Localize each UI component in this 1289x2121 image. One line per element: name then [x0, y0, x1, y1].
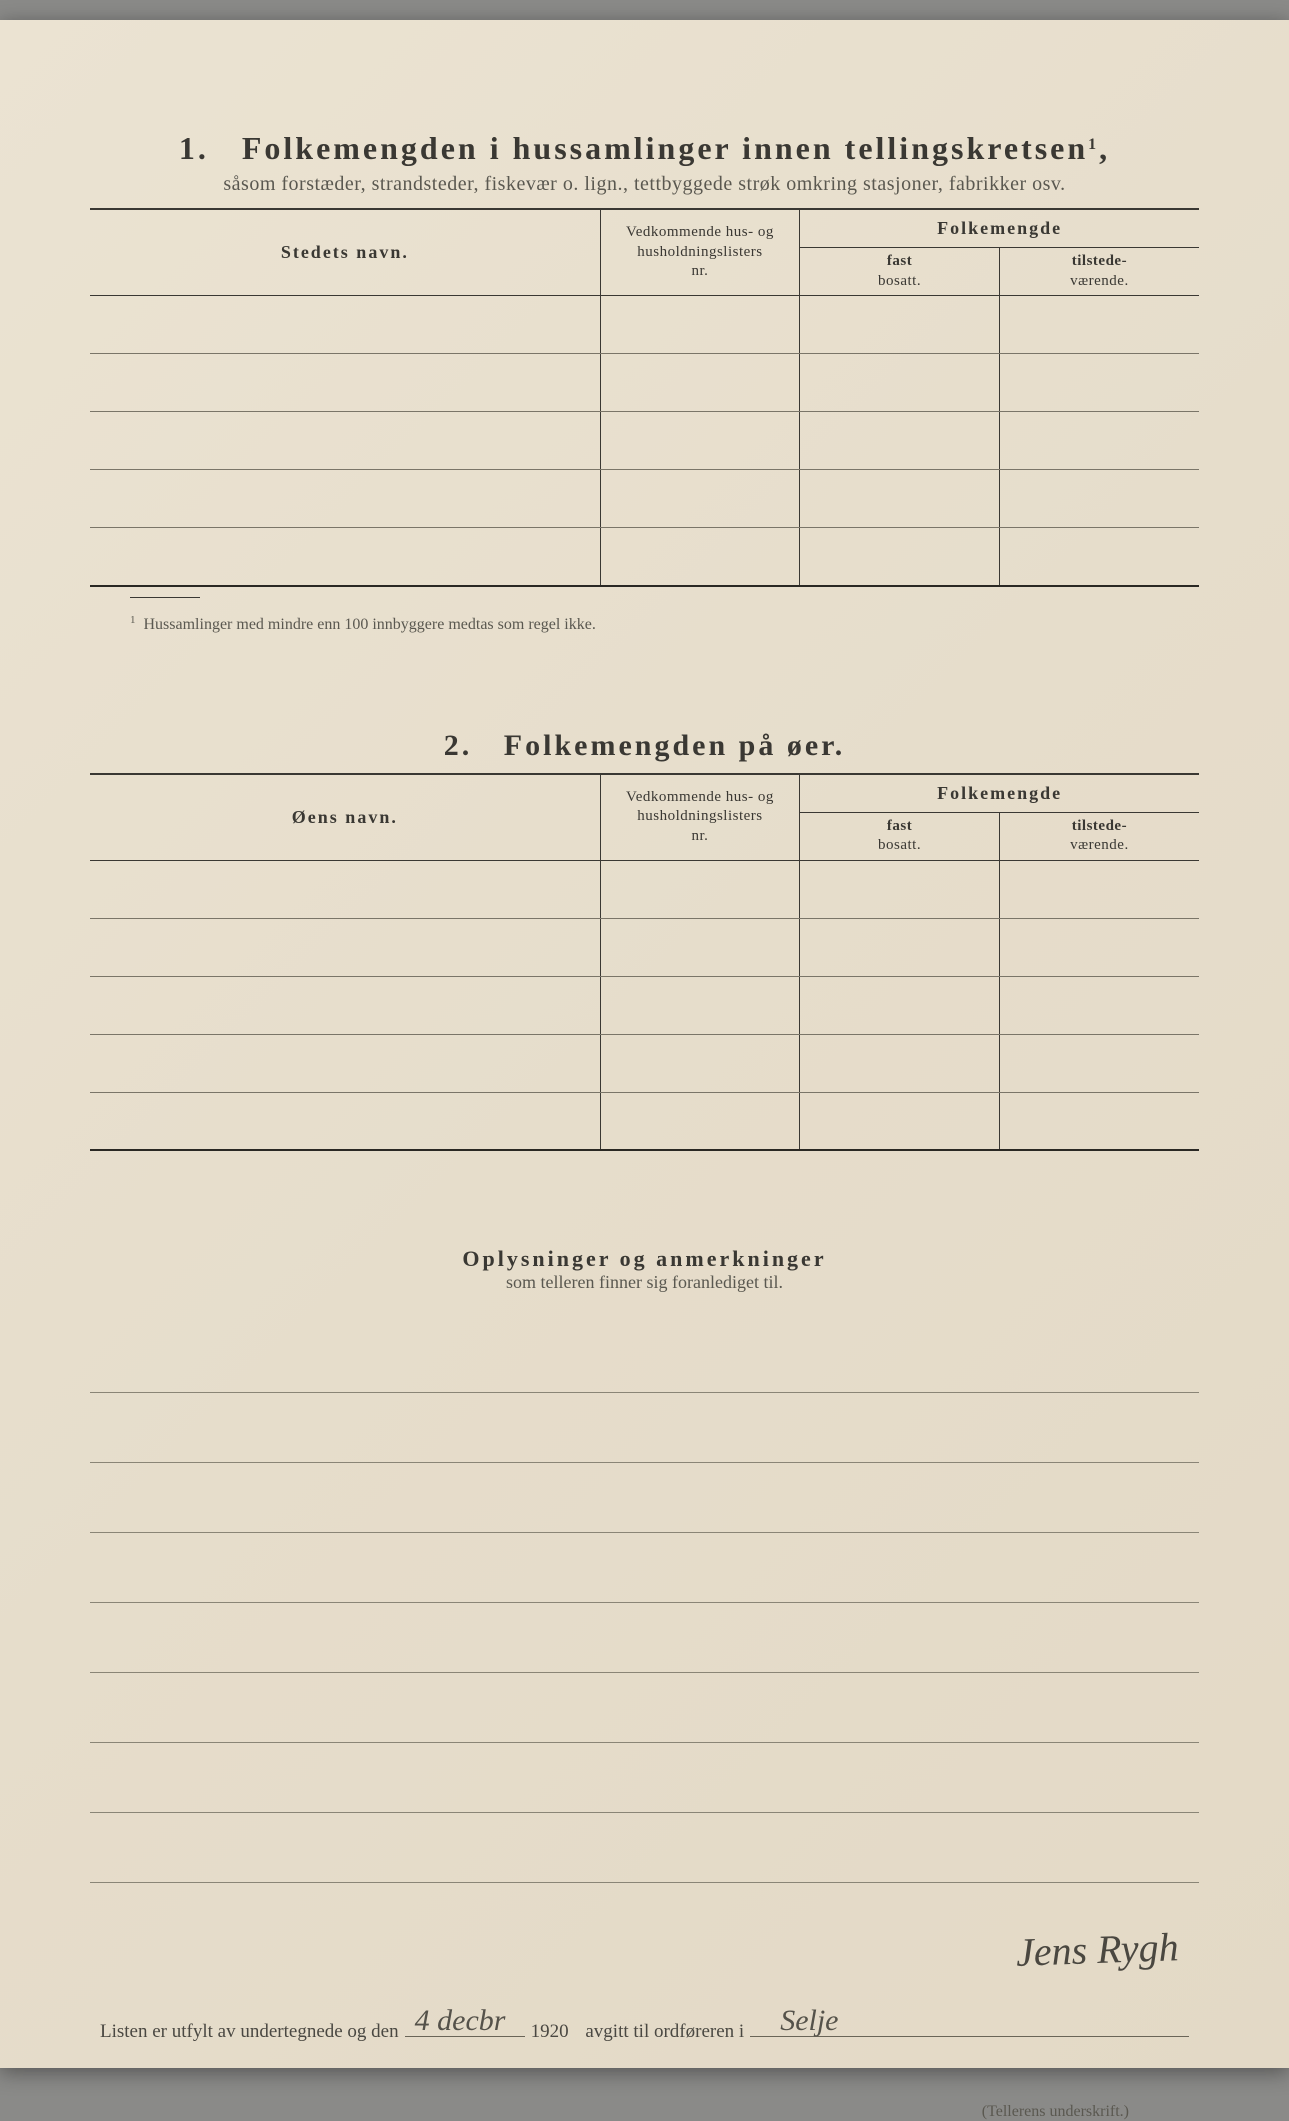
sig-mid: avgitt til ordføreren i: [585, 2021, 744, 2043]
col-fast-l2: bosatt.: [878, 273, 921, 289]
col-fast: fast bosatt.: [800, 248, 1000, 296]
section2-table: Øens navn. Vedkommende hus- og husholdni…: [90, 773, 1199, 1152]
col-nr-l1: Vedkommende hus- og: [626, 224, 774, 240]
signature-label: (Tellerens underskrift.): [90, 2103, 1199, 2121]
section1-title: 1. Folkemengden i hussamlinger innen tel…: [90, 130, 1199, 167]
table-row: [90, 976, 1199, 1034]
col-til-l2: værende.: [1070, 273, 1129, 289]
footnote-marker: 1: [130, 614, 136, 626]
section2-rows: [90, 860, 1199, 1150]
section1-number: 1.: [179, 130, 209, 166]
note-line: [90, 1463, 1199, 1533]
section2-title: 2. Folkemengden på øer.: [90, 729, 1199, 763]
col-nr2-l2: husholdningslisters: [637, 808, 762, 824]
col-nr2-l3: nr.: [691, 828, 708, 844]
col-til-l1: tilstede-: [1072, 253, 1127, 269]
notes-lines: [90, 1323, 1199, 1883]
col-fast2-l2: bosatt.: [878, 837, 921, 853]
section1-rows: [90, 296, 1199, 586]
table-row: [90, 412, 1199, 470]
note-line: [90, 1673, 1199, 1743]
sig-prefix: Listen er utfylt av undertegnede og den: [100, 2021, 399, 2043]
table-row: [90, 1034, 1199, 1092]
note-line: [90, 1533, 1199, 1603]
section1-table: Stedets navn. Vedkommende hus- og hushol…: [90, 208, 1199, 587]
col-fast-2: fast bosatt.: [800, 812, 1000, 860]
notes-title: Oplysninger og anmerkninger: [90, 1246, 1199, 1272]
footnote-rule: [130, 597, 200, 598]
sig-date-handwritten: 4 decbr: [415, 2004, 506, 2038]
section1-title-sup: 1: [1088, 136, 1099, 153]
col-oens-navn: Øens navn.: [90, 774, 600, 861]
section1-title-text: Folkemengden i hussamlinger innen tellin…: [242, 130, 1088, 166]
sig-year: 1920: [531, 2021, 569, 2043]
note-line: [90, 1743, 1199, 1813]
col-folkemengde-2: Folkemengde: [800, 774, 1199, 813]
col-fast-l1: fast: [887, 253, 912, 269]
note-line: [90, 1603, 1199, 1673]
col-nr-l2: husholdningslisters: [637, 244, 762, 260]
table-row: [90, 296, 1199, 354]
col-folkemengde: Folkemengde: [800, 209, 1199, 248]
signature-line: Listen er utfylt av undertegnede og den …: [90, 2013, 1199, 2043]
sig-place-blank: Selje: [750, 2013, 1189, 2037]
col-til2-l1: tilstede-: [1072, 818, 1127, 834]
col-nr-l3: nr.: [691, 263, 708, 279]
col-fast2-l1: fast: [887, 818, 912, 834]
table-row: [90, 354, 1199, 412]
table-row: [90, 528, 1199, 586]
sig-date-blank: 4 decbr: [405, 2013, 525, 2037]
table-row: [90, 470, 1199, 528]
note-line: [90, 1323, 1199, 1393]
section2-title-text: Folkemengden på øer.: [504, 729, 845, 762]
note-line: [90, 1813, 1199, 1883]
col-stedets-navn: Stedets navn.: [90, 209, 600, 296]
table-row: [90, 860, 1199, 918]
col-til: tilstede- værende.: [999, 248, 1199, 296]
note-line: [90, 1393, 1199, 1463]
section1-footnote: 1 Hussamlinger med mindre enn 100 innbyg…: [130, 616, 1199, 634]
footnote-text: Hussamlinger med mindre enn 100 innbygge…: [144, 616, 596, 633]
table-row: [90, 918, 1199, 976]
notes-subtitle: som telleren finner sig foranlediget til…: [90, 1272, 1199, 1293]
col-nr2-l1: Vedkommende hus- og: [626, 789, 774, 805]
col-til2-l2: værende.: [1070, 837, 1129, 853]
section2-number: 2.: [444, 729, 473, 762]
section1-subtitle: såsom forstæder, strandsteder, fiskevær …: [90, 173, 1199, 196]
col-nr: Vedkommende hus- og husholdningslisters …: [600, 209, 800, 296]
col-til-2: tilstede- værende.: [999, 812, 1199, 860]
census-form-page: 1. Folkemengden i hussamlinger innen tel…: [0, 20, 1289, 2068]
sig-place-handwritten: Selje: [780, 2004, 838, 2038]
sig-name-handwritten: Jens Rygh: [1016, 1923, 1180, 1976]
col-nr-2: Vedkommende hus- og husholdningslisters …: [600, 774, 800, 861]
table-row: [90, 1092, 1199, 1150]
